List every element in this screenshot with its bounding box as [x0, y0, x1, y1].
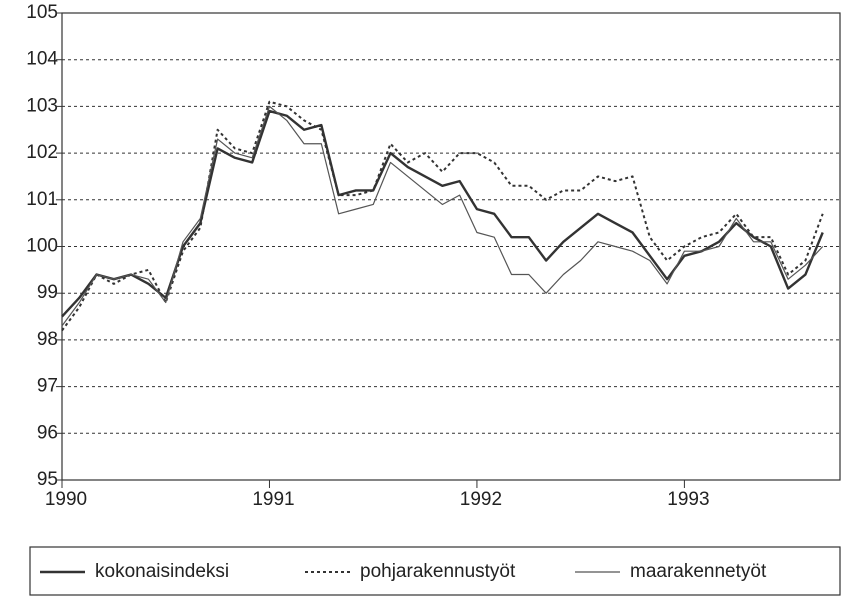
y-tick-label: 100: [26, 236, 58, 257]
y-tick-label: 104: [26, 49, 58, 70]
y-tick-label: 99: [37, 282, 58, 303]
legend-label: kokonaisindeksi: [95, 561, 229, 582]
y-tick-label: 98: [37, 329, 58, 350]
series-line: [61, 100, 824, 332]
y-tick-label: 105: [26, 2, 58, 23]
y-tick-label: 101: [26, 189, 58, 210]
x-tick-label: 1992: [460, 489, 502, 510]
series-line: [61, 109, 824, 318]
x-tick-label: 1990: [45, 489, 87, 510]
legend-label: pohjarakennustyöt: [360, 561, 516, 582]
legend-label: maarakennetyöt: [630, 561, 767, 582]
x-tick-label: 1991: [252, 489, 294, 510]
legend-box: [29, 546, 841, 596]
series-line: [61, 105, 824, 327]
y-tick-label: 96: [37, 422, 58, 443]
y-tick-label: 102: [26, 142, 58, 163]
y-tick-label: 95: [37, 469, 58, 490]
y-tick-label: 97: [37, 376, 58, 397]
y-tick-label: 103: [26, 95, 58, 116]
x-tick-label: 1993: [667, 489, 709, 510]
